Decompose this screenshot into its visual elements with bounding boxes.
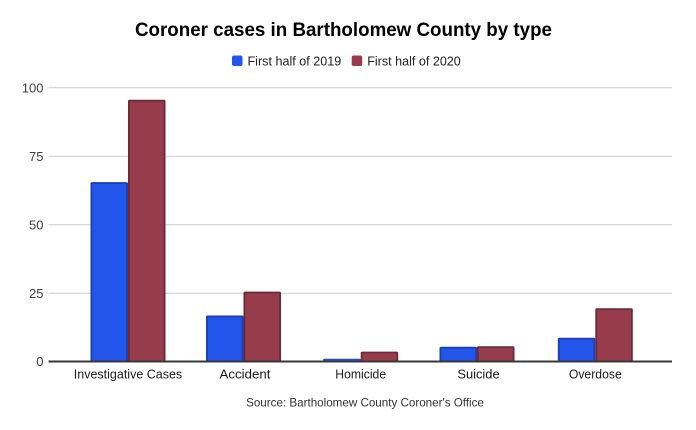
- svg-text:75: 75: [29, 149, 43, 164]
- svg-text:Source: Bartholomew County Cor: Source: Bartholomew County Coroner's Off…: [246, 396, 484, 410]
- svg-text:Homicide: Homicide: [335, 367, 386, 382]
- svg-text:Suicide: Suicide: [457, 367, 499, 382]
- svg-text:First half of 2019: First half of 2019: [248, 53, 342, 68]
- svg-text:50: 50: [29, 217, 43, 232]
- svg-text:Accident: Accident: [220, 367, 271, 382]
- svg-text:First half of 2020: First half of 2020: [367, 53, 461, 68]
- svg-text:100: 100: [22, 81, 44, 96]
- svg-text:Overdose: Overdose: [569, 367, 622, 382]
- svg-text:Coroner cases in Bartholomew C: Coroner cases in Bartholomew County by t…: [135, 20, 552, 41]
- svg-text:Investigative Cases: Investigative Cases: [74, 367, 183, 382]
- svg-text:25: 25: [29, 286, 43, 301]
- svg-text:0: 0: [36, 354, 43, 369]
